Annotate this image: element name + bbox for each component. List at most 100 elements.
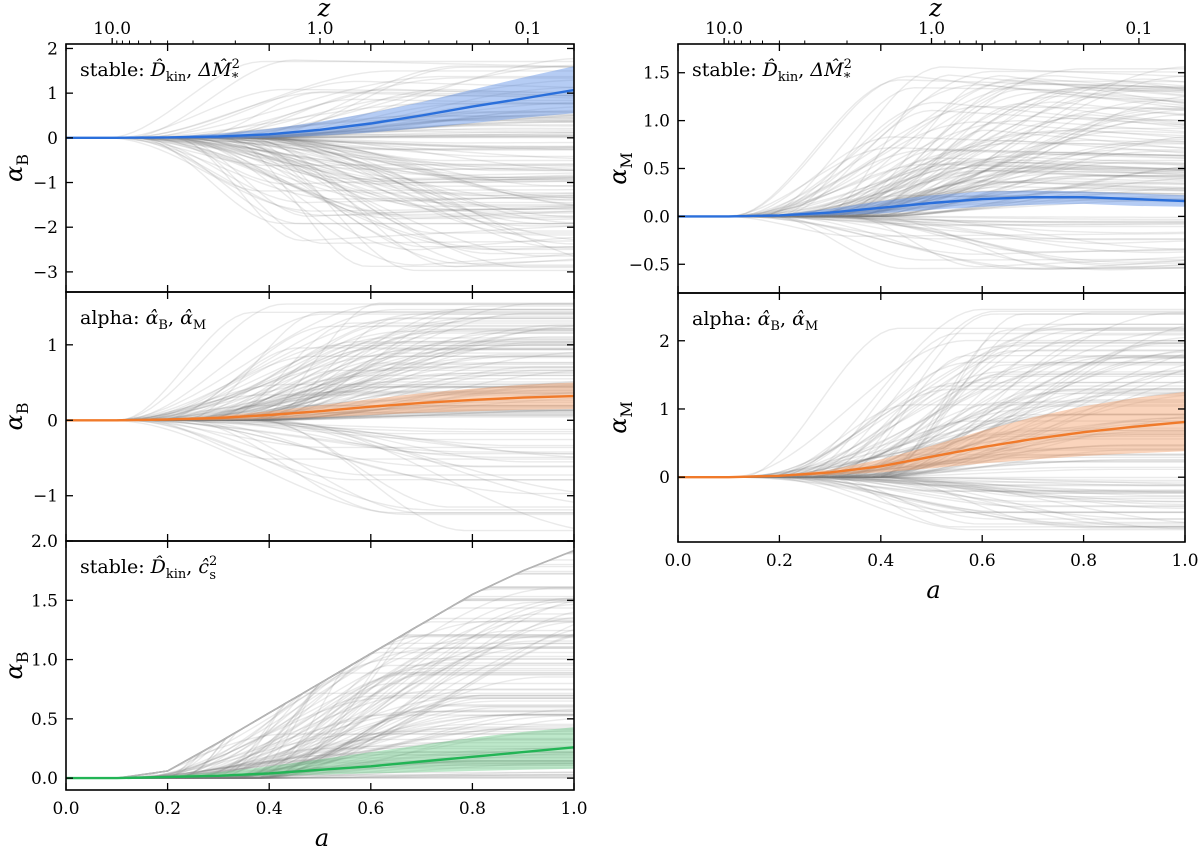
axes-frame	[65, 540, 575, 791]
panel-label-prefix: stable:	[80, 59, 151, 81]
sample-curve	[66, 137, 574, 179]
z-tick-label: 1.0	[918, 19, 945, 39]
sample-curve	[66, 419, 574, 449]
y-tick-label: 1.5	[643, 64, 670, 84]
x-axis-title: a	[926, 576, 940, 604]
y-axis-title: αB	[0, 154, 32, 182]
panel-label: stable: D̂kin, ĉ2 s	[80, 554, 217, 583]
y-axis-symbol: α	[0, 414, 28, 430]
y-tick-label: 2	[47, 39, 58, 59]
panel-label: stable: D̂kin, ΔM̂2 *	[692, 57, 852, 86]
x-tick-label: 0.8	[459, 799, 486, 819]
sample-curve	[678, 121, 1185, 218]
sample-curve	[66, 137, 574, 250]
panel-label-symbol1: α̂	[758, 308, 771, 330]
x-axis-title: a	[315, 824, 329, 846]
panel-label-sub1: B	[770, 319, 780, 334]
panel-label: stable: D̂kin, ΔM̂2 *	[80, 57, 240, 86]
panel-label-sep: ,	[780, 308, 792, 330]
sample-curve	[66, 137, 574, 251]
mean-line	[678, 196, 1185, 218]
sample-curve	[678, 215, 1185, 238]
sample-curve	[66, 59, 574, 139]
z-tick-label: 10.0	[93, 19, 131, 39]
y-tick-label: −1	[33, 487, 58, 507]
y-axis-subscript: M	[617, 401, 636, 417]
x-tick-label: 1.0	[1171, 551, 1198, 571]
panel-label-sep: ,	[186, 59, 198, 81]
panel-label-sup2: 2	[232, 57, 240, 72]
sample-curve	[66, 330, 574, 421]
x-tick-label: 0.0	[52, 799, 79, 819]
panel-label-sep: ,	[186, 556, 198, 578]
sample-curve	[66, 383, 574, 421]
panel-label-symbol2: α̂	[180, 307, 193, 329]
panel-label-symbol1: D̂	[762, 59, 778, 81]
y-tick-label: 0	[47, 411, 58, 431]
sample-curve	[66, 137, 574, 200]
sample-curve	[678, 215, 1185, 240]
sample-curve	[678, 147, 1185, 218]
y-tick-label: 1	[659, 400, 670, 420]
panel-label-prefix: alpha:	[80, 307, 146, 329]
sample-curve	[66, 647, 574, 779]
y-axis-symbol: α	[604, 169, 632, 185]
panel-label-sub2: M	[193, 318, 206, 333]
sample-curve	[66, 311, 574, 421]
confidence-band	[66, 727, 574, 779]
panel-label-symbol2: ΔM̂	[809, 59, 844, 81]
sample-curve	[678, 327, 1185, 478]
sample-curve	[678, 215, 1185, 270]
sample-curve	[678, 105, 1185, 218]
y-tick-label: 1.0	[31, 651, 58, 671]
sample-curve	[66, 419, 574, 481]
y-tick-label: 2.0	[31, 532, 58, 552]
panel-label-sub2: *	[844, 71, 851, 86]
x-tick-label: 0.6	[357, 799, 384, 819]
envelope-curve	[66, 549, 574, 779]
z-axis-title: z	[928, 0, 942, 22]
sample-curve	[66, 137, 574, 202]
y-tick-label: 0	[659, 468, 670, 488]
panel-label: alpha: α̂B, α̂M	[80, 307, 206, 333]
y-tick-label: 0.5	[31, 710, 58, 730]
sample-curve	[66, 374, 574, 421]
panel-label-sub1: B	[158, 318, 168, 333]
sample-curve	[678, 453, 1185, 478]
x-tick-label: 0.4	[867, 551, 894, 571]
y-tick-label: −1	[33, 174, 58, 194]
sample-curve	[678, 142, 1185, 218]
y-axis-subscript: M	[617, 152, 636, 168]
y-tick-label: −2	[33, 218, 58, 238]
panel-label-symbol1: D̂	[150, 556, 166, 578]
panel-label-sub1: kin	[166, 567, 187, 582]
sample-curve	[66, 137, 574, 212]
panel-label-prefix: alpha:	[692, 308, 758, 330]
sample-curve	[66, 404, 574, 421]
mean-line	[66, 88, 574, 139]
panel-label-sup2: 2	[209, 554, 217, 569]
sample-curve	[66, 710, 574, 779]
sample-curve	[678, 68, 1185, 218]
x-tick-label: 0.2	[766, 551, 793, 571]
y-tick-label: −3	[33, 263, 58, 283]
sample-curve	[678, 136, 1185, 218]
sample-curve	[66, 70, 574, 139]
mean-line	[678, 420, 1185, 479]
mean-line	[66, 394, 574, 422]
sample-curve	[66, 318, 574, 421]
y-tick-label: 1.0	[643, 112, 670, 132]
y-tick-label: 0.5	[643, 160, 670, 180]
confidence-band	[66, 382, 574, 421]
panel-label-sub2: M	[805, 319, 818, 334]
sample-curve	[66, 137, 574, 192]
sample-curve	[66, 137, 574, 167]
sample-curve	[678, 476, 1185, 528]
z-tick-label: 0.1	[514, 19, 541, 39]
sample-curve	[678, 476, 1185, 528]
sample-curve	[66, 419, 574, 458]
sample-curve	[678, 476, 1185, 483]
